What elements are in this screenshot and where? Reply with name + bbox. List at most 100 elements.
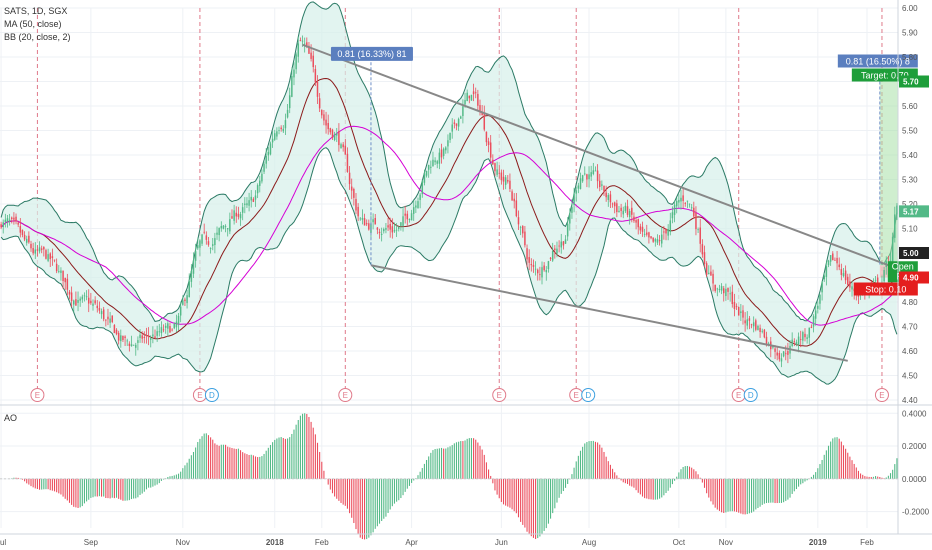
candle-body [507, 180, 509, 182]
time-tick-label: Oct [673, 538, 686, 547]
candle-body [436, 161, 438, 164]
candle-body [75, 299, 77, 306]
candle-body [190, 270, 193, 282]
candle-body [761, 330, 763, 332]
candle-body [126, 340, 128, 342]
candle-body [336, 133, 338, 136]
candle-body [432, 159, 434, 167]
candle-body [782, 351, 785, 357]
candle-body [539, 274, 541, 276]
candle-body [802, 332, 804, 341]
candle-body [220, 225, 223, 229]
candle-body [637, 219, 639, 228]
candle-body [551, 250, 554, 261]
candle-body [622, 210, 625, 215]
candle-body [701, 244, 704, 255]
candle-body [259, 180, 261, 186]
candle-body [135, 344, 137, 348]
candle-body [263, 164, 265, 172]
time-axis: Jul Sep Nov 2018 Feb Apr Jun Aug Oct Nov 2019 Feb [0, 538, 874, 547]
candle-body [502, 176, 505, 182]
target-zone [879, 81, 898, 266]
event-marker-icon [30, 388, 45, 402]
candle-body [100, 311, 103, 315]
candle-body [438, 152, 441, 164]
candle-body [192, 260, 195, 274]
event-marker-icon [874, 388, 889, 402]
candle-body [682, 195, 684, 202]
candle-body [620, 207, 622, 212]
candle-body [17, 222, 19, 225]
candle-body [564, 239, 567, 244]
candle-body [233, 210, 235, 221]
candle-body [325, 119, 327, 126]
candle-body [819, 294, 821, 304]
candle-body [834, 259, 836, 261]
candle-body [605, 192, 607, 198]
candle-body [646, 232, 648, 235]
ao-tick-label: -0.2000 [902, 508, 930, 517]
stop-label: Stop: 0.10 [865, 285, 906, 295]
candle-body [735, 306, 738, 307]
candle-body [814, 310, 817, 319]
candle-body [633, 216, 635, 222]
candle-body [376, 227, 379, 230]
candle-body [650, 236, 652, 239]
candle-body [160, 327, 163, 334]
candle-body [152, 334, 154, 337]
candle-body [278, 130, 280, 131]
candle-body [714, 284, 716, 291]
candle-body [821, 282, 823, 293]
candle-body [359, 218, 362, 220]
bb-upper [0, 1, 898, 322]
candle-body [333, 134, 336, 141]
event-marker-label: E [343, 391, 348, 400]
event-marker-label: D [585, 391, 591, 400]
candle-body [844, 270, 847, 281]
candle-body [321, 109, 323, 116]
candle-body [808, 327, 811, 338]
ao-tick-label: 0.0000 [902, 475, 927, 484]
candle-body [248, 200, 250, 206]
candle-body [671, 212, 674, 219]
candle-body [171, 329, 173, 331]
candle-body [725, 288, 727, 297]
time-tick-label: Aug [582, 538, 596, 547]
candle-body [498, 172, 500, 174]
candle-body [128, 343, 131, 346]
candle-body [122, 335, 124, 340]
candle-body [252, 198, 255, 202]
time-tick-label: 2018 [266, 538, 284, 547]
candle-body [374, 217, 376, 225]
candle-body [481, 112, 483, 116]
candle-body [795, 342, 798, 345]
candle-body [383, 229, 385, 232]
candle-body [543, 265, 545, 271]
candle-body [49, 253, 51, 260]
candle-body [810, 326, 813, 328]
candle-body [718, 288, 721, 290]
candle-body [280, 127, 282, 130]
candle-body [34, 249, 37, 254]
candle-body [759, 327, 761, 333]
candle-body [675, 200, 678, 207]
candle-body [62, 270, 64, 281]
candle-body [690, 207, 693, 209]
candle-body [812, 316, 815, 327]
candle-body [722, 288, 725, 294]
candle-body [562, 241, 565, 246]
candle-body [340, 144, 342, 149]
candle-body [28, 235, 30, 243]
candle-body [380, 233, 383, 235]
candle-body [237, 213, 240, 217]
event-marker-label: E [736, 391, 741, 400]
candle-body [303, 43, 306, 45]
candle-body [295, 54, 297, 70]
candle-body [229, 219, 231, 232]
candle-body [703, 252, 706, 264]
candle-body [256, 185, 259, 194]
candle-body [209, 248, 212, 249]
candle-body [412, 207, 415, 214]
trendline [370, 264, 848, 362]
